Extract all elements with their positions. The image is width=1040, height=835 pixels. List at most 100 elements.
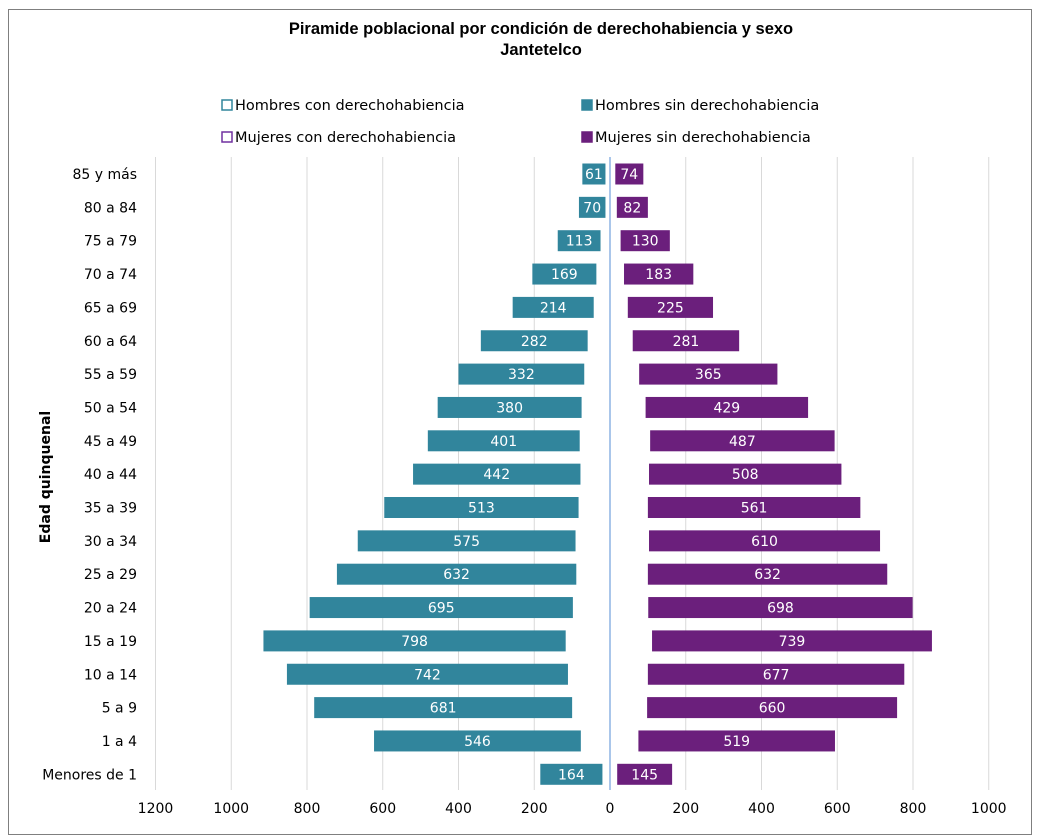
bar-mujeres-sin [624,263,694,285]
bar-mujeres-con [610,430,651,452]
data-label: 281 [673,334,700,350]
bar-hombres-con [572,597,610,619]
bar-hombres-sin [309,597,573,619]
bar-mujeres-con [610,497,648,518]
category-label: 85 y más [72,167,137,183]
bar-hombres-con [605,196,610,218]
bar-mujeres-con [610,263,625,285]
bar-mujeres-sin [639,363,778,385]
category-label: 60 a 64 [84,334,137,350]
bar-mujeres-con [610,396,646,418]
x-tick-label: 800 [900,801,927,817]
x-tick-label: 600 [824,801,851,817]
bar-hombres-sin [512,296,594,318]
bar-hombres-sin [374,730,581,752]
bar-mujeres-con [610,530,650,552]
bar-mujeres-con [610,196,617,218]
data-label: 575 [453,534,480,550]
bar-hombres-con [572,697,610,719]
bar-labels: 61 74 70 82 113 130 169 183 214 225 282 281 332 365 38… [401,167,805,783]
data-label: 519 [723,734,750,750]
data-label: 169 [551,267,578,283]
bar-hombres-con [580,730,610,752]
bar-hombres-con [579,430,610,452]
bar-hombres-sin [480,330,588,352]
bar-hombres-con [584,363,610,385]
category-label: Menores de 1 [42,767,137,783]
legend-label: Mujeres sin derechohabiencia [595,130,811,146]
data-label: 695 [428,601,455,617]
bar-hombres-con [600,230,610,252]
bar-mujeres-con [610,230,621,252]
bar-mujeres-sin [647,563,888,585]
y-axis-label: Edad quinquenal [38,411,54,543]
chart-title: Piramide poblacional por condición de de… [289,20,793,38]
bar-hombres-con [576,563,610,585]
bar-hombres-con [578,497,610,518]
data-label: 214 [540,300,567,316]
data-label: 513 [468,501,495,517]
bar-hombres-con [565,630,610,652]
bar-mujeres-sin [650,430,835,452]
x-tick-label: 200 [672,801,699,817]
category-label: 1 a 4 [102,734,137,750]
bar-hombres-sin [357,530,576,552]
data-label: 739 [779,634,806,650]
bar-hombres-sin [427,430,580,452]
bar-mujeres-sin [647,663,905,685]
category-label: 65 a 69 [84,300,137,316]
data-label: 698 [767,601,794,617]
x-tick-label: 1000 [971,801,1007,817]
data-label: 632 [754,567,781,583]
x-tick-label: 200 [521,801,548,817]
bar-hombres-con [605,163,610,185]
data-label: 365 [695,367,722,383]
data-label: 282 [521,334,548,350]
data-label: 742 [414,667,441,683]
category-label: 5 a 9 [102,701,137,717]
x-tick-label: 600 [369,801,396,817]
bar-mujeres-sin [617,763,673,785]
bar-hombres-sin [578,196,606,218]
bar-mujeres-con [610,697,648,719]
bar-hombres-sin [582,163,606,185]
category-label: 80 a 84 [84,200,137,216]
bar-mujeres-sin [638,730,835,752]
data-label: 632 [443,567,470,583]
bar-hombres-sin [413,463,581,485]
data-label: 183 [645,267,672,283]
bar-mujeres-sin [620,230,670,252]
x-tick-label: 800 [294,801,321,817]
bar-hombres-con [593,296,610,318]
data-label: 225 [657,300,684,316]
bar-mujeres-sin [647,497,861,518]
bar-mujeres-sin [632,330,740,352]
bar-hombres-con [580,463,610,485]
data-label: 332 [508,367,535,383]
category-label: 45 a 49 [84,434,137,450]
data-label: 429 [713,400,740,416]
bar-mujeres-con [610,730,639,752]
bar-hombres-sin [384,497,579,518]
data-label: 677 [763,667,790,683]
x-tick-label: 400 [445,801,472,817]
bar-mujeres-con [610,296,628,318]
bar-hombres-sin [540,763,603,785]
category-label: 30 a 34 [84,534,137,550]
bar-mujeres-con [610,330,633,352]
data-label: 145 [631,767,658,783]
legend-label: Mujeres con derechohabiencia [235,130,456,146]
bar-hombres-sin [458,363,585,385]
x-tick-label: 1200 [138,801,174,817]
bar-mujeres-sin [652,630,932,652]
data-label: 487 [729,434,756,450]
category-label: 70 a 74 [84,267,137,283]
legend-swatch [581,99,593,111]
bar-mujeres-sin [615,163,644,185]
bar-mujeres-sin [648,597,913,619]
data-label: 798 [401,634,428,650]
bar-hombres-con [587,330,610,352]
bar-mujeres-con [610,563,648,585]
data-label: 660 [759,701,786,717]
chart-subtitle: Jantetelco [500,41,582,59]
